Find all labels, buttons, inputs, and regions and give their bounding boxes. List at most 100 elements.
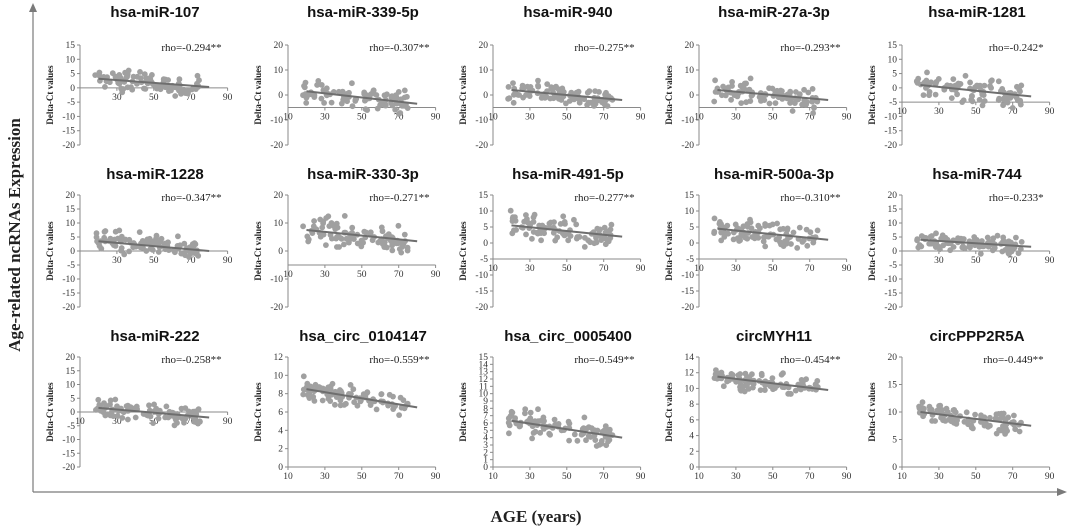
data-point — [191, 418, 198, 425]
data-point — [307, 383, 314, 390]
data-point — [96, 72, 103, 79]
data-point — [325, 213, 332, 220]
x-tick-label: 50 — [768, 472, 778, 482]
data-point — [712, 77, 718, 84]
y-tick-label: -10 — [270, 116, 283, 126]
y-tick-label: 15 — [888, 41, 898, 51]
data-point — [720, 83, 726, 90]
x-tick-label: 70 — [186, 417, 196, 427]
rho-annotation: rho=-0.271** — [369, 192, 429, 204]
data-point — [756, 94, 763, 100]
y-tick-label: 0 — [892, 84, 897, 94]
data-point — [506, 430, 512, 437]
data-point — [718, 229, 725, 236]
x-tick-label: 10 — [488, 472, 498, 482]
data-point — [558, 87, 565, 94]
data-point — [530, 430, 537, 436]
y-tick-label: 12 — [274, 353, 284, 363]
data-point — [736, 379, 743, 385]
data-point — [93, 234, 100, 241]
data-point — [311, 218, 317, 224]
rho-annotation: rho=-0.242* — [989, 42, 1044, 54]
y-axis-label: Delta-Ct values — [664, 221, 674, 281]
data-point — [932, 418, 938, 424]
x-tick-label: 90 — [636, 472, 646, 482]
x-tick-label: 30 — [525, 472, 535, 482]
data-point — [951, 407, 958, 413]
data-point — [401, 231, 408, 238]
y-tick-label: 0 — [892, 463, 897, 473]
data-point — [567, 233, 574, 239]
data-point — [118, 247, 125, 254]
data-point — [731, 92, 738, 98]
data-point — [1005, 414, 1012, 421]
y-tick-label: 6 — [278, 408, 283, 418]
x-tick-label: 30 — [525, 264, 535, 274]
rho-annotation: rho=-0.449** — [983, 354, 1043, 366]
y-tick-label: -20 — [62, 303, 75, 313]
y-tick-label: -10 — [62, 275, 75, 285]
x-tick-label: 70 — [1008, 107, 1018, 117]
y-tick-label: 10 — [66, 55, 76, 65]
y-axis-label: Delta-Ct values — [867, 382, 877, 442]
data-point — [718, 237, 725, 244]
data-point — [990, 235, 997, 242]
y-tick-label: 4 — [483, 434, 488, 444]
x-tick-label: 10 — [897, 472, 907, 482]
data-point — [920, 92, 927, 98]
data-point — [141, 85, 147, 92]
data-point — [762, 382, 769, 389]
data-point — [154, 84, 160, 91]
data-point — [141, 71, 148, 78]
data-point — [603, 442, 610, 449]
data-point — [810, 239, 817, 246]
data-point — [123, 74, 130, 81]
scatter-points — [507, 207, 615, 250]
x-tick-label: 10 — [694, 264, 704, 274]
chart-title: hsa-miR-1228 — [106, 166, 204, 183]
data-point — [997, 427, 1004, 434]
data-point — [553, 83, 559, 90]
data-point — [586, 88, 593, 94]
data-point — [960, 97, 967, 104]
y-tick-label: 20 — [66, 353, 76, 363]
y-axis-label: Delta-Ct values — [45, 382, 55, 442]
chart-panel-14: circMYH11 rho=-0.454** Delta-Ct values 14 12… — [664, 328, 852, 482]
y-axis-label: Delta-Ct values — [45, 65, 55, 125]
data-point — [809, 86, 816, 92]
data-point — [602, 423, 609, 429]
data-point — [95, 396, 102, 403]
data-point — [382, 100, 388, 107]
data-point — [792, 100, 798, 106]
data-point — [524, 83, 531, 90]
x-tick-label: 50 — [149, 256, 159, 266]
x-tick-label: 50 — [357, 113, 367, 123]
data-point — [802, 101, 809, 108]
chart-panel-15: circPPP2R5A rho=-0.449** Delta-Ct values 20… — [867, 328, 1055, 482]
data-point — [389, 247, 396, 254]
data-point — [341, 95, 348, 102]
x-tick-label: 90 — [223, 417, 233, 427]
data-point — [126, 248, 132, 255]
x-tick-label: 70 — [186, 93, 196, 103]
y-tick-label: 12 — [685, 369, 695, 379]
y-tick-label: -15 — [62, 127, 75, 137]
x-tick-label: 70 — [599, 113, 609, 123]
y-tick-label: -15 — [681, 287, 694, 297]
x-tick-label: 90 — [1045, 472, 1055, 482]
data-point — [560, 213, 567, 220]
data-point — [358, 243, 365, 250]
data-point — [102, 228, 109, 234]
y-tick-label: -15 — [884, 289, 897, 299]
y-tick-label: 20 — [479, 41, 489, 51]
data-point — [1004, 428, 1010, 434]
data-point — [762, 387, 768, 393]
data-point — [740, 383, 747, 390]
data-point — [796, 224, 803, 231]
data-point — [604, 103, 611, 109]
data-point — [162, 414, 169, 421]
trend-line — [98, 77, 210, 88]
y-tick-label: -20 — [270, 303, 283, 313]
data-point — [92, 72, 99, 78]
